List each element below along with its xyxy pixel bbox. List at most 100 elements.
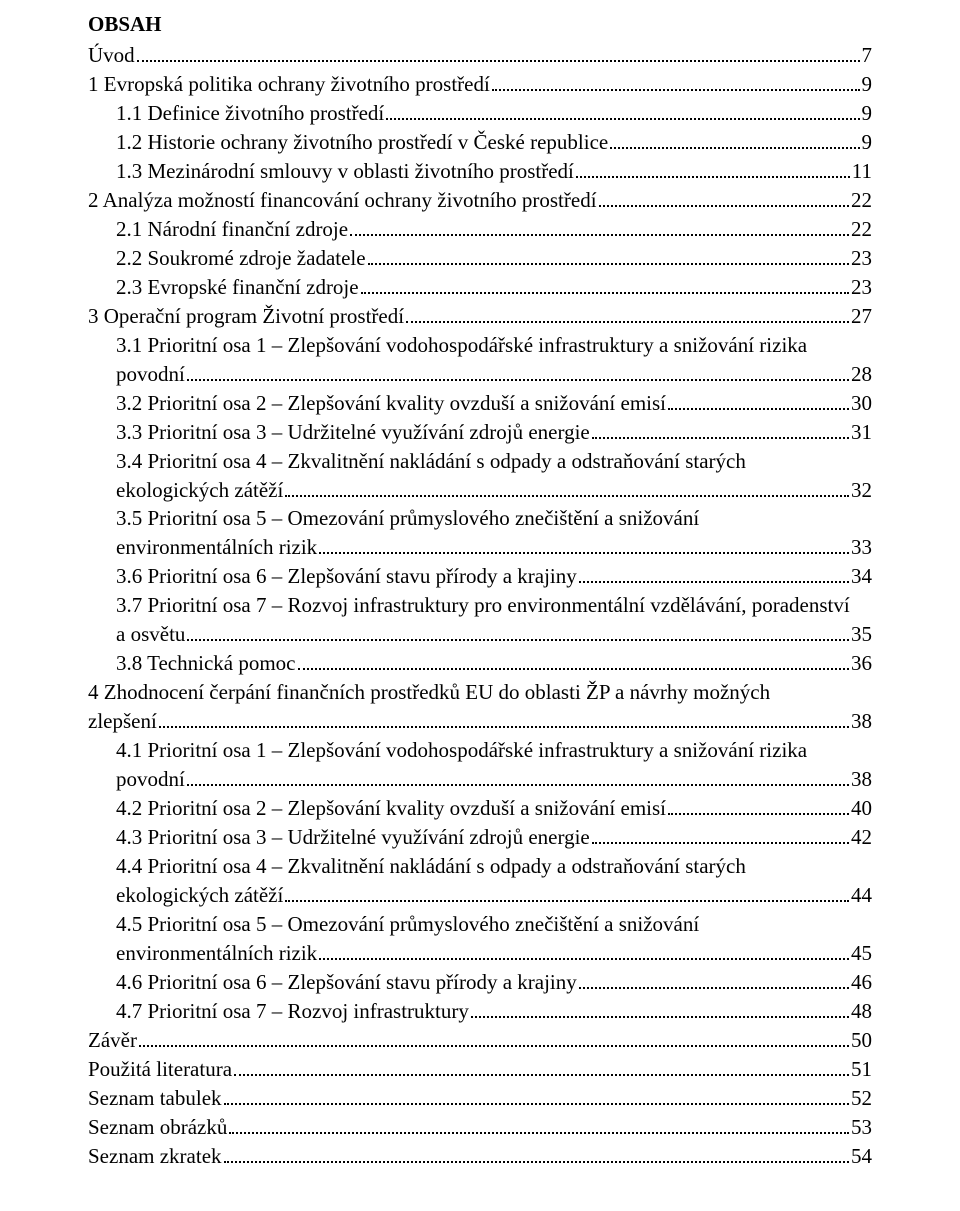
toc-entry-text: 4.4 Prioritní osa 4 – Zkvalitnění naklád… — [116, 852, 746, 881]
toc-leader — [492, 75, 860, 91]
toc-entry-page: 31 — [851, 418, 872, 447]
toc-entry-page: 9 — [862, 99, 873, 128]
toc-leader — [224, 1089, 849, 1105]
toc-entry-text: Závěr — [88, 1026, 137, 1055]
toc-entry-page: 54 — [851, 1142, 872, 1171]
toc-entry: Seznam tabulek52 — [88, 1084, 872, 1113]
toc-entry: 2 Analýza možností financování ochrany ž… — [88, 186, 872, 215]
toc-entry: 2.3 Evropské finanční zdroje 23 — [88, 273, 872, 302]
toc-entry-page: 33 — [851, 533, 872, 562]
toc-entry-page: 23 — [851, 244, 872, 273]
toc-leader — [592, 423, 849, 439]
toc-entry-page: 46 — [851, 968, 872, 997]
toc-entry-page: 23 — [851, 273, 872, 302]
toc-leader — [579, 568, 849, 584]
toc-entry-text: 1.1 Definice životního prostředí — [116, 99, 384, 128]
toc-entry: ekologických zátěží 32 — [88, 476, 872, 505]
toc-leader — [229, 1118, 849, 1134]
toc-entry-page: 9 — [862, 128, 873, 157]
toc-entry-page: 42 — [851, 823, 872, 852]
toc-entry-text: 4.6 Prioritní osa 6 – Zlepšování stavu p… — [116, 968, 577, 997]
toc-leader — [234, 1060, 849, 1076]
toc-entry-page: 22 — [851, 186, 872, 215]
toc-entry: ekologických zátěží44 — [88, 881, 872, 910]
toc-entry-text: 3 Operační program Životní prostředí — [88, 302, 404, 331]
toc-entry-page: 7 — [862, 41, 873, 70]
toc-entry: 2.2 Soukromé zdroje žadatele 23 — [88, 244, 872, 273]
toc-leader — [139, 1031, 849, 1047]
toc-leader — [187, 365, 849, 381]
toc-entry-page: 30 — [851, 389, 872, 418]
toc-entry: Seznam zkratek 54 — [88, 1142, 872, 1171]
toc-entry-text: Seznam obrázků — [88, 1113, 227, 1142]
toc-entry-text: ekologických zátěží — [116, 476, 283, 505]
toc-entry-text: Úvod — [88, 41, 135, 70]
toc-entry-page: 9 — [862, 70, 873, 99]
toc-leader — [471, 1002, 849, 1018]
toc-entry-text: 2.3 Evropské finanční zdroje — [116, 273, 359, 302]
toc-entry-text: ekologických zátěží — [116, 881, 283, 910]
toc-entry-text: 2.2 Soukromé zdroje žadatele — [116, 244, 366, 273]
toc-entry: 3.6 Prioritní osa 6 – Zlepšování stavu p… — [88, 562, 872, 591]
toc-leader — [187, 771, 849, 787]
toc-leader — [576, 162, 850, 178]
toc-entry-text: 4.1 Prioritní osa 1 – Zlepšování vodohos… — [116, 736, 807, 765]
toc-entry-text: 3.3 Prioritní osa 3 – Udržitelné využívá… — [116, 418, 590, 447]
toc-entry: 3.4 Prioritní osa 4 – Zkvalitnění naklád… — [88, 447, 872, 476]
toc-entry-text: Seznam zkratek — [88, 1142, 222, 1171]
toc-leader — [187, 626, 849, 642]
toc-entry-text: environmentálních rizik — [116, 939, 317, 968]
toc-entry: Seznam obrázků53 — [88, 1113, 872, 1142]
toc-leader — [319, 944, 849, 960]
toc-entry: Úvod 7 — [88, 41, 872, 70]
toc-entry-page: 51 — [851, 1055, 872, 1084]
toc-entry: 3 Operační program Životní prostředí27 — [88, 302, 872, 331]
toc-entry: 4.7 Prioritní osa 7 – Rozvoj infrastrukt… — [88, 997, 872, 1026]
toc-entry-page: 40 — [851, 794, 872, 823]
toc-title: OBSAH — [88, 10, 872, 39]
toc-leader — [319, 539, 849, 555]
toc-entry-page: 50 — [851, 1026, 872, 1055]
toc-entry-text: 4.7 Prioritní osa 7 – Rozvoj infrastrukt… — [116, 997, 469, 1026]
toc-entry: 1.2 Historie ochrany životního prostředí… — [88, 128, 872, 157]
toc-entry-text: 1.3 Mezinárodní smlouvy v oblasti životn… — [116, 157, 574, 186]
toc-entry-page: 22 — [851, 215, 872, 244]
toc-leader — [386, 104, 859, 120]
toc-entry-page: 35 — [851, 620, 872, 649]
toc-entry-text: 4.2 Prioritní osa 2 – Zlepšování kvality… — [116, 794, 666, 823]
toc-entry-text: environmentálních rizik — [116, 533, 317, 562]
toc-entry-page: 11 — [852, 157, 872, 186]
toc-leader — [406, 307, 849, 323]
toc-entry-text: 4.5 Prioritní osa 5 – Omezování průmyslo… — [116, 910, 699, 939]
toc-entry: 4.1 Prioritní osa 1 – Zlepšování vodohos… — [88, 736, 872, 765]
toc-entry: Závěr 50 — [88, 1026, 872, 1055]
toc-entry-text: 4.3 Prioritní osa 3 – Udržitelné využívá… — [116, 823, 590, 852]
toc-entry-text: 2 Analýza možností financování ochrany ž… — [88, 186, 597, 215]
toc-leader — [592, 828, 849, 844]
toc-entry: environmentálních rizik 45 — [88, 939, 872, 968]
toc-leader — [668, 800, 849, 816]
toc-entry-page: 45 — [851, 939, 872, 968]
toc-entry: 1 Evropská politika ochrany životního pr… — [88, 70, 872, 99]
toc-leader — [224, 1147, 849, 1163]
toc-entry-page: 32 — [851, 476, 872, 505]
toc-entry-text: 3.2 Prioritní osa 2 – Zlepšování kvality… — [116, 389, 666, 418]
toc-leader — [285, 886, 849, 902]
toc-entry-text: 1.2 Historie ochrany životního prostředí… — [116, 128, 608, 157]
toc-leader — [159, 713, 849, 729]
toc-leader — [285, 481, 849, 497]
toc-entry: povodní28 — [88, 360, 872, 389]
toc-entry-text: 3.4 Prioritní osa 4 – Zkvalitnění naklád… — [116, 447, 746, 476]
toc-entry-page: 38 — [851, 765, 872, 794]
toc-entry: 4.4 Prioritní osa 4 – Zkvalitnění naklád… — [88, 852, 872, 881]
toc-entry: 4 Zhodnocení čerpání finančních prostřed… — [88, 678, 872, 707]
toc-entry: 3.8 Technická pomoc36 — [88, 649, 872, 678]
toc-entry: 3.1 Prioritní osa 1 – Zlepšování vodohos… — [88, 331, 872, 360]
toc-entry-page: 28 — [851, 360, 872, 389]
toc-leader — [298, 655, 849, 671]
toc-entry-text: povodní — [116, 765, 185, 794]
toc-entry: 3.2 Prioritní osa 2 – Zlepšování kvality… — [88, 389, 872, 418]
toc-leader — [579, 973, 849, 989]
toc-entry-page: 48 — [851, 997, 872, 1026]
toc-entry: environmentálních rizik 33 — [88, 533, 872, 562]
